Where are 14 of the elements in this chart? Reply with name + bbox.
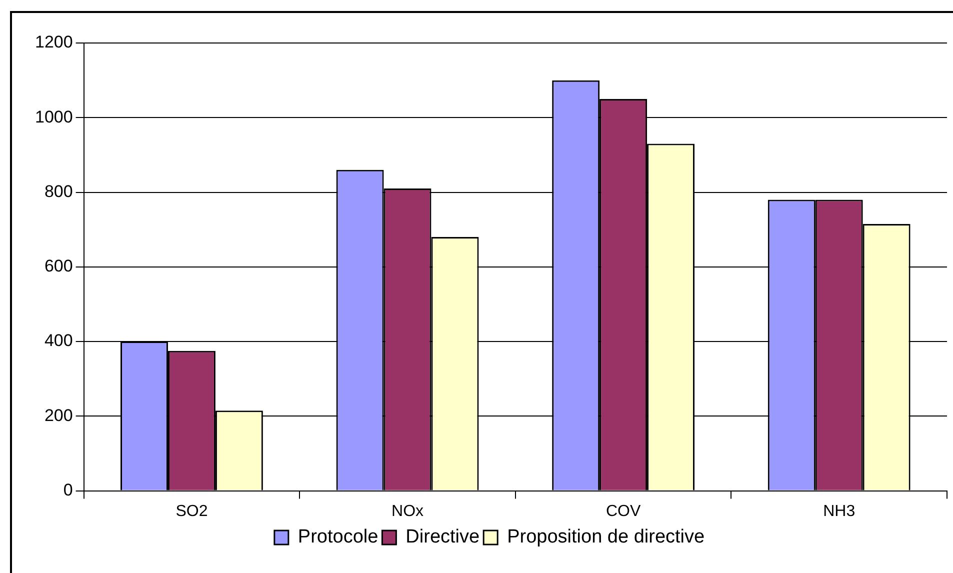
y-tick-label: 200: [44, 406, 73, 425]
x-tick-label: NH3: [823, 502, 856, 520]
legend-label: Protocole: [298, 526, 378, 548]
legend-label: Directive: [406, 526, 480, 548]
y-tick-label: 1000: [34, 107, 73, 126]
x-tick-label: COV: [606, 502, 641, 520]
x-tick-label: NOx: [392, 502, 424, 520]
x-tick-label: SO2: [176, 502, 208, 520]
y-tick-label: 0: [63, 480, 73, 500]
y-tick-label: 600: [44, 256, 73, 276]
y-tick-label: 800: [44, 182, 73, 201]
y-tick-label: 1200: [34, 32, 73, 52]
y-tick-label: 400: [44, 331, 73, 350]
legend-label: Proposition de directive: [507, 526, 705, 548]
